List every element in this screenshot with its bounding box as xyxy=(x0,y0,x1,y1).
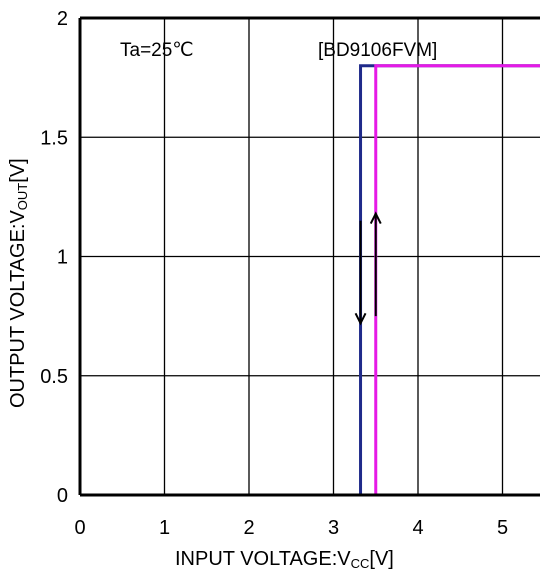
falling-arrow-head xyxy=(354,312,367,326)
series-layer xyxy=(80,64,540,497)
x-tick-label-1: 1 xyxy=(159,517,170,539)
y-tick-label-1: 0.5 xyxy=(40,366,68,388)
tick-labels: 0 1 2 3 4 5 0 0.5 1 1.5 2 xyxy=(40,8,508,539)
series-line-rising xyxy=(80,64,540,497)
y-tick-label-2: 1 xyxy=(57,247,68,269)
y-axis-title-unit: [V] xyxy=(7,158,29,182)
series-line-falling xyxy=(359,64,540,495)
x-tick-label-0: 0 xyxy=(74,517,85,539)
y-tick-label-0: 0 xyxy=(57,485,68,507)
x-tick-label-4: 4 xyxy=(412,517,423,539)
rising-arrow-head xyxy=(369,211,382,225)
x-tick-label-5: 5 xyxy=(497,517,508,539)
y-axis-title-main: OUTPUT VOLTAGE:V xyxy=(7,210,29,408)
y-axis-title: OUTPUT VOLTAGE:VOUT[V] xyxy=(7,158,30,408)
x-axis-title: INPUT VOLTAGE:VCC[V] xyxy=(175,548,394,571)
x-tick-label-3: 3 xyxy=(328,517,339,539)
hysteresis-arrows xyxy=(354,211,382,326)
grid xyxy=(80,18,540,495)
x-axis-title-subscript: CC xyxy=(351,556,370,571)
y-tick-label-3: 1.5 xyxy=(40,127,68,149)
x-axis-title-unit: [V] xyxy=(369,548,393,570)
annotation-temperature: Ta=25℃ xyxy=(120,40,194,61)
x-tick-label-2: 2 xyxy=(243,517,254,539)
y-tick-label-4: 2 xyxy=(57,8,68,30)
x-axis-title-main: INPUT VOLTAGE:V xyxy=(175,548,351,570)
annotation-part-number: [BD9106FVM] xyxy=(318,40,437,61)
y-axis-title-subscript: OUT xyxy=(15,183,30,211)
